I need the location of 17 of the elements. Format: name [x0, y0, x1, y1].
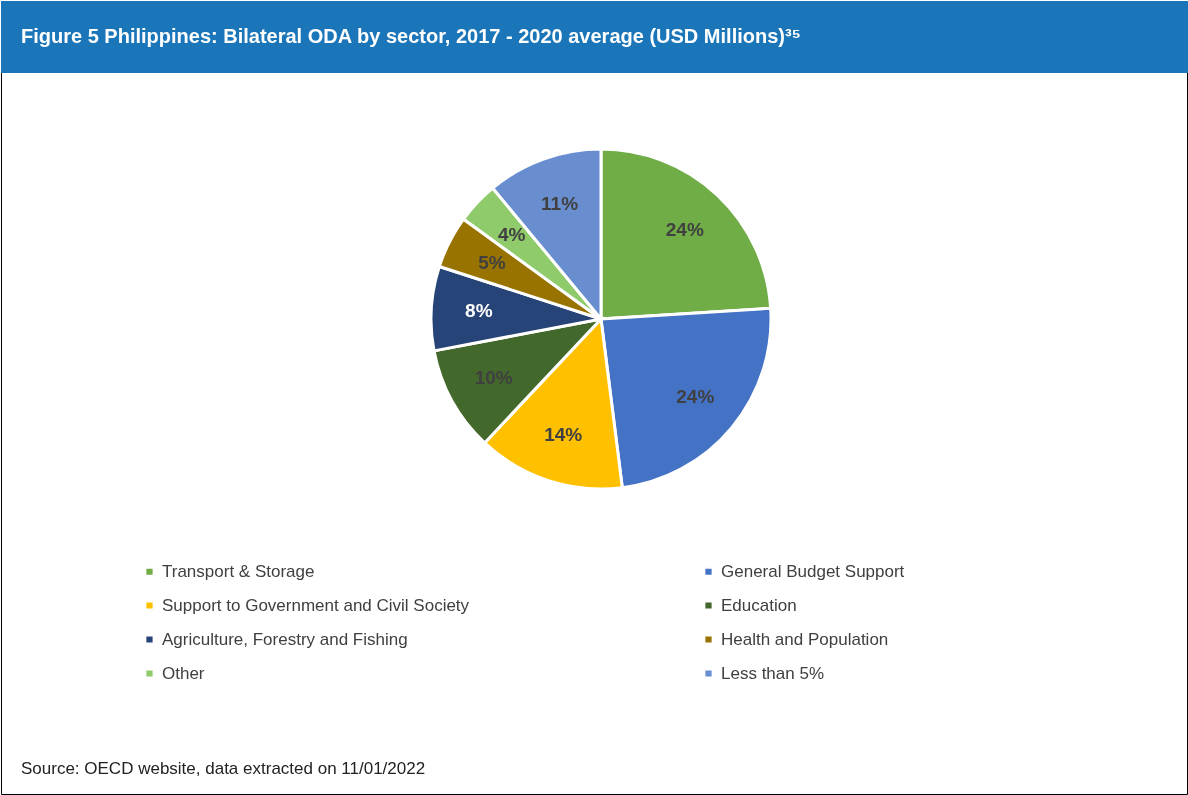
source-note: Source: OECD website, data extracted on 11/01/2022 — [21, 758, 426, 778]
legend-label: Health and Population — [721, 629, 889, 649]
data-label: 4% — [498, 224, 526, 246]
legend-label: General Budget Support — [721, 561, 905, 581]
data-label: 5% — [478, 252, 506, 274]
data-label: 14% — [544, 424, 583, 446]
data-label: 24% — [665, 218, 704, 240]
legend-label: Other — [162, 663, 205, 683]
data-label: 8% — [465, 300, 493, 322]
legend-label: Education — [721, 595, 797, 615]
chart-title: Figure 5 Philippines: Bilateral ODA by sector, 2017 - 2020 average (USD Millions)³⁵ — [21, 25, 802, 47]
legend-label: Agriculture, Forestry and Fishing — [162, 629, 408, 649]
legend-label: Transport & Storage — [162, 561, 315, 581]
data-label: 11% — [541, 192, 579, 214]
data-label: 24% — [676, 386, 715, 408]
legend-label: Support to Government and Civil Society — [162, 595, 470, 615]
legend-label: Less than 5% — [721, 663, 825, 683]
